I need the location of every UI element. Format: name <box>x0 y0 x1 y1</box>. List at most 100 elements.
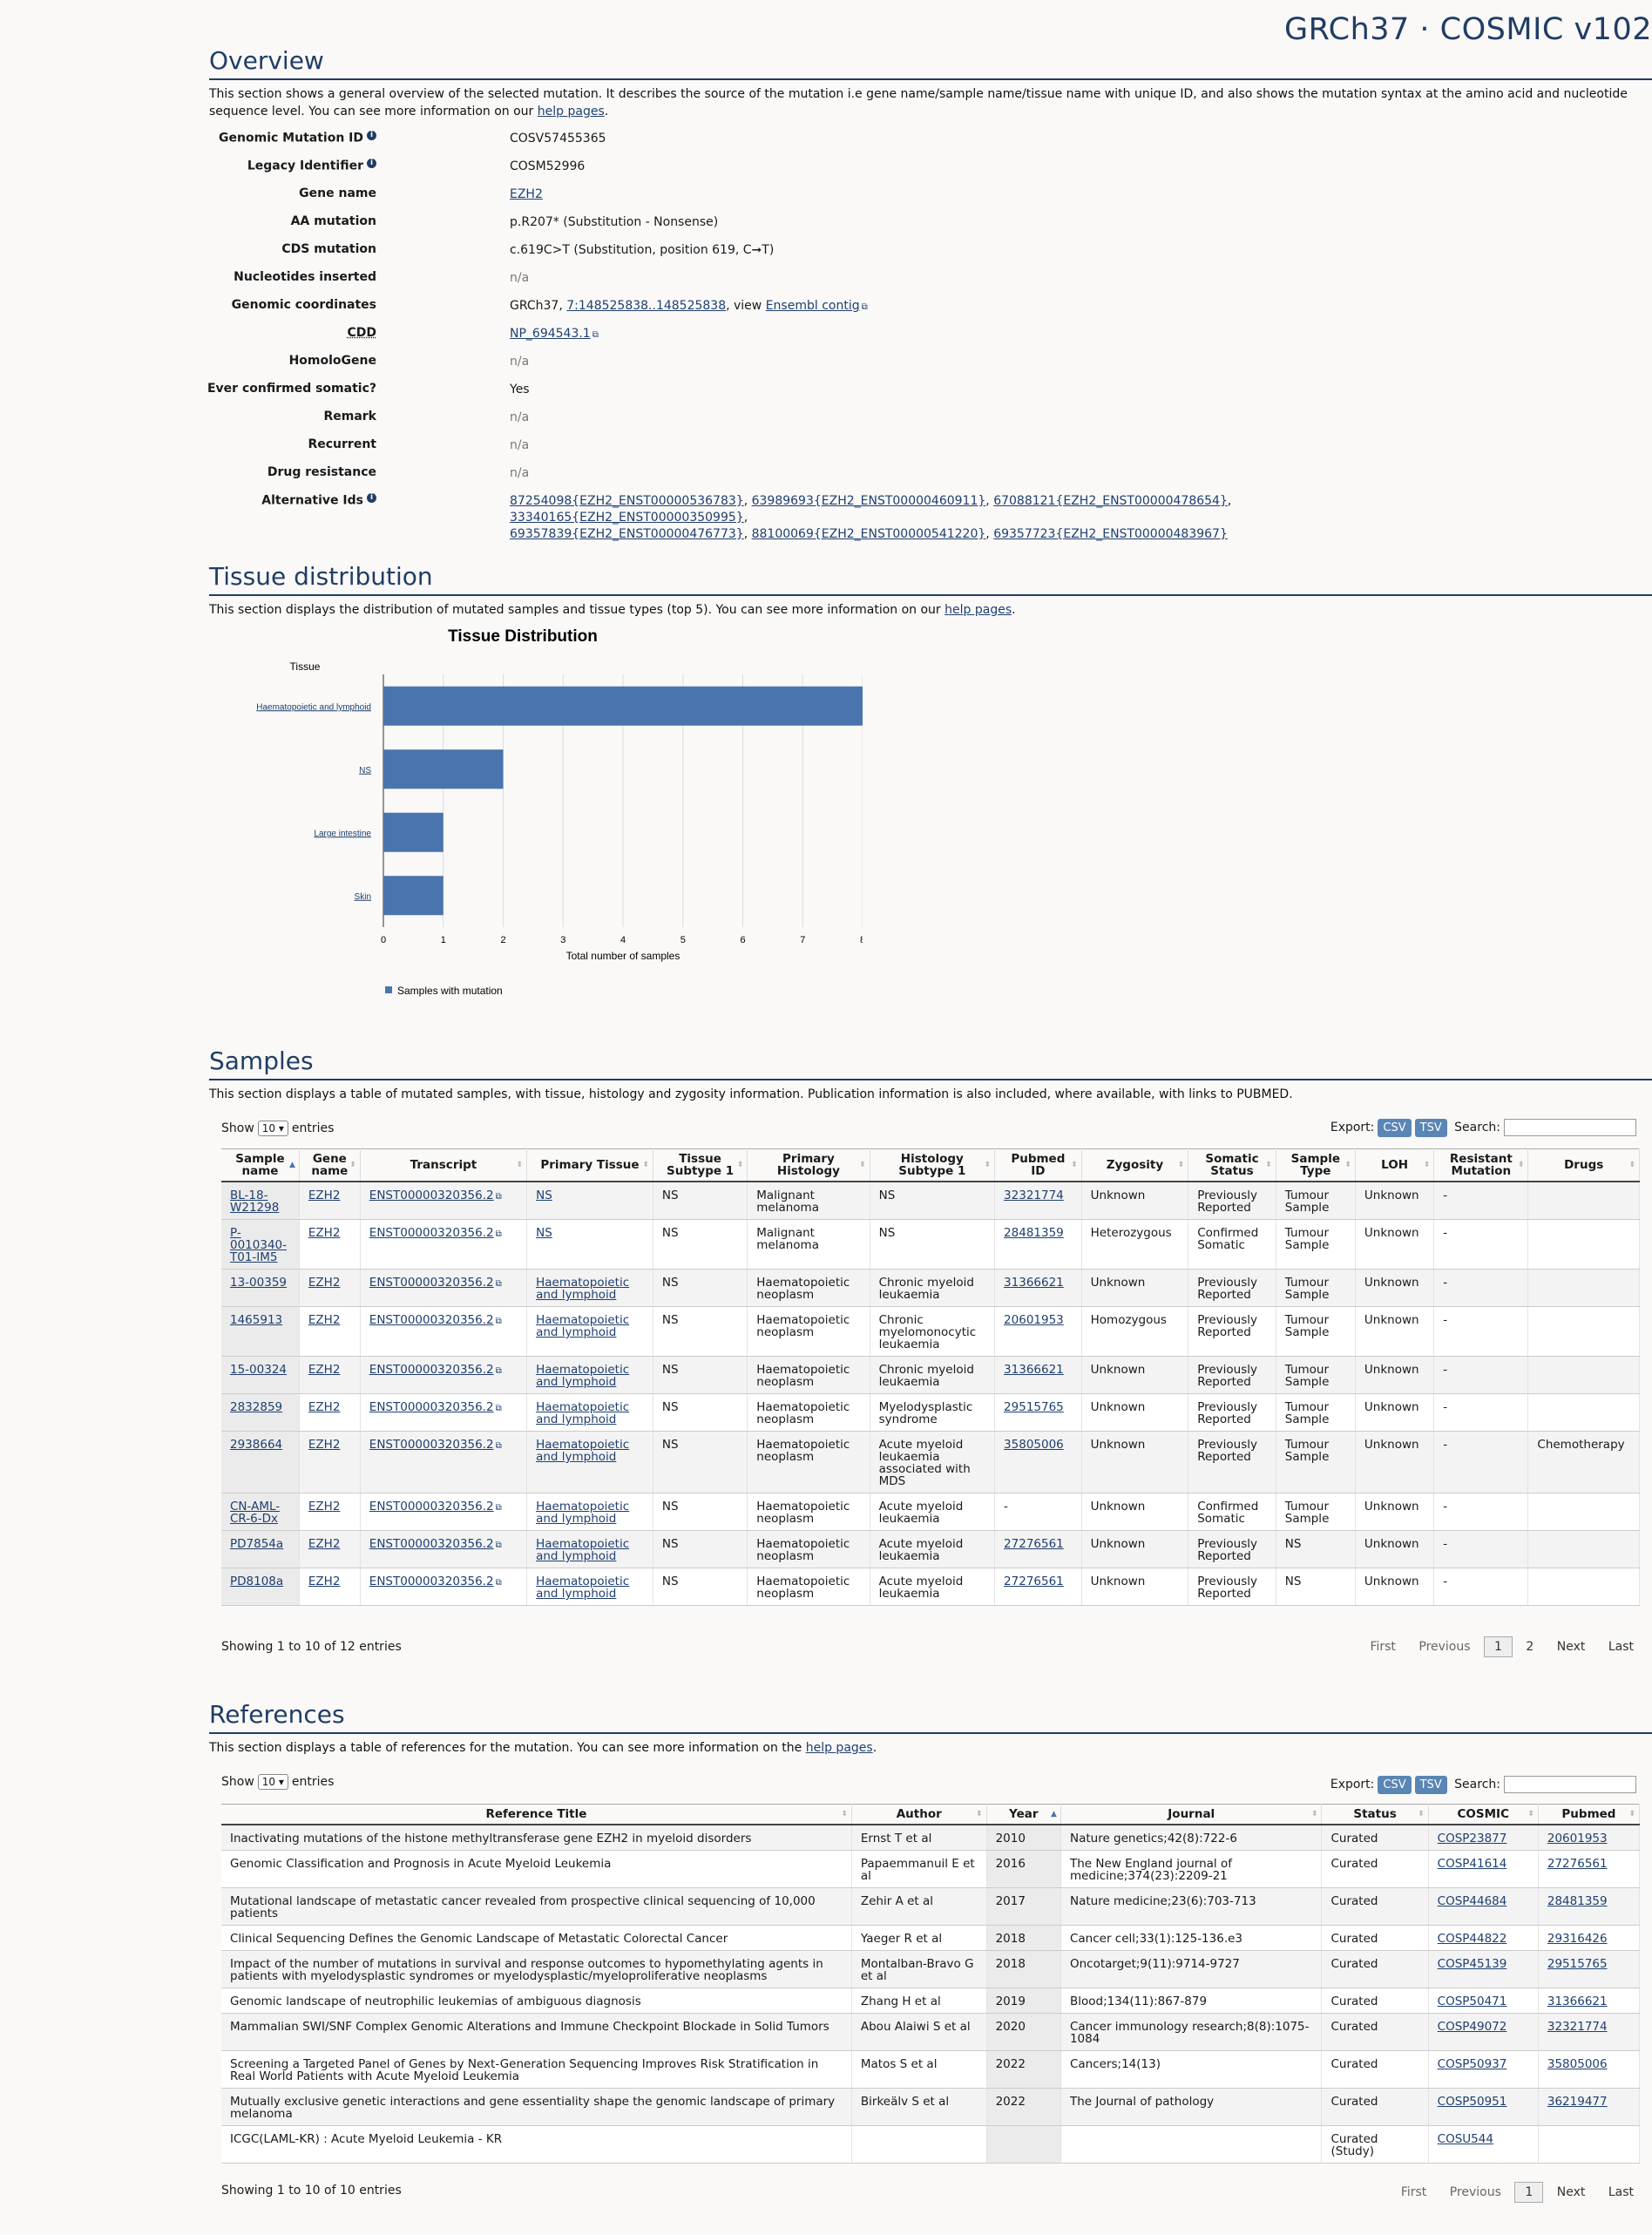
cell-link[interactable]: 31366621 <box>1004 1363 1064 1377</box>
cell-link[interactable]: ENST00000320356.2 <box>369 1537 494 1551</box>
pager-previous[interactable]: Previous <box>1449 2185 1501 2199</box>
samples-tsv-button[interactable]: TSV <box>1414 1119 1447 1137</box>
pager-next[interactable]: Next <box>1556 2185 1586 2199</box>
chart-category-label[interactable]: Skin <box>355 892 371 902</box>
column-header[interactable]: Status ⬍ <box>1321 1804 1429 1825</box>
column-header[interactable]: Reference Title ⬍ <box>221 1804 852 1825</box>
cell-link[interactable]: 28481359 <box>1004 1226 1064 1240</box>
cell-link[interactable]: EZH2 <box>308 1226 341 1240</box>
cell-link[interactable]: COSP44684 <box>1437 1894 1507 1908</box>
column-header[interactable]: Sample name ▲ <box>221 1148 300 1182</box>
column-header[interactable]: Zygosity ⬍ <box>1081 1148 1189 1182</box>
cell-link[interactable]: 29316426 <box>1547 1932 1608 1946</box>
cell-link[interactable]: 31366621 <box>1004 1276 1064 1290</box>
cell-link[interactable]: BL-18-W21298 <box>230 1189 280 1215</box>
info-icon[interactable]: i <box>367 159 376 168</box>
samples-search-input[interactable] <box>1504 1119 1636 1136</box>
alternative-id-link[interactable]: 69357839{EZH2_ENST00000476773} <box>510 527 744 541</box>
column-header[interactable]: Primary Tissue ⬍ <box>526 1148 653 1182</box>
column-header[interactable]: Sample Type ⬍ <box>1276 1148 1356 1182</box>
alternative-id-link[interactable]: 63989693{EZH2_ENST00000460911} <box>751 494 986 508</box>
references-help-link[interactable]: help pages <box>805 1741 873 1755</box>
cell-link[interactable]: ENST00000320356.2 <box>369 1500 494 1514</box>
references-search-input[interactable] <box>1504 1776 1636 1793</box>
cell-link[interactable]: 1465913 <box>230 1313 283 1327</box>
pager-last[interactable]: Last <box>1608 2185 1634 2199</box>
cell-link[interactable]: COSP50937 <box>1437 2057 1507 2071</box>
cell-link[interactable]: Haematopoietic and lymphoid <box>536 1363 630 1389</box>
cell-link[interactable]: PD7854a <box>230 1537 284 1551</box>
cell-link[interactable]: EZH2 <box>308 1438 341 1452</box>
pager-last[interactable]: Last <box>1608 1640 1634 1654</box>
column-header[interactable]: Drugs ⬍ <box>1527 1148 1640 1182</box>
cell-link[interactable]: COSP50471 <box>1437 1995 1507 2008</box>
cell-link[interactable]: Haematopoietic and lymphoid <box>536 1537 630 1563</box>
cell-link[interactable]: ENST00000320356.2 <box>369 1226 494 1240</box>
cell-link[interactable]: ENST00000320356.2 <box>369 1400 494 1414</box>
cell-link[interactable]: 29515765 <box>1004 1400 1064 1414</box>
chart-category-label[interactable]: Large intestine <box>314 829 371 838</box>
cell-link[interactable]: ENST00000320356.2 <box>369 1575 494 1588</box>
cell-link[interactable]: EZH2 <box>308 1400 341 1414</box>
references-length-select[interactable]: 10 ▾ <box>257 1774 288 1790</box>
cell-link[interactable]: COSP45139 <box>1437 1957 1507 1971</box>
cell-link[interactable]: EZH2 <box>308 1500 341 1514</box>
pager-first[interactable]: First <box>1400 2185 1427 2199</box>
cell-link[interactable]: EZH2 <box>308 1537 341 1551</box>
overview-help-link[interactable]: help pages <box>537 105 605 119</box>
cell-link[interactable]: 36219477 <box>1547 2095 1608 2109</box>
cell-link[interactable]: COSP50951 <box>1437 2095 1507 2109</box>
cell-link[interactable]: 35805006 <box>1004 1438 1064 1452</box>
ensembl-contig-link[interactable]: Ensembl contig <box>765 299 860 313</box>
cell-link[interactable]: Haematopoietic and lymphoid <box>536 1400 630 1426</box>
cell-link[interactable]: COSU544 <box>1437 2132 1493 2146</box>
cell-link[interactable]: COSP44822 <box>1437 1932 1507 1946</box>
cell-link[interactable]: 31366621 <box>1547 1995 1608 2008</box>
samples-length-select[interactable]: 10 ▾ <box>257 1121 288 1136</box>
cell-link[interactable]: COSP49072 <box>1437 2020 1507 2034</box>
cell-link[interactable]: 27276561 <box>1004 1575 1064 1588</box>
cell-link[interactable]: 20601953 <box>1547 1832 1608 1846</box>
column-header[interactable]: Primary Histology ⬍ <box>747 1148 870 1182</box>
cell-link[interactable]: Haematopoietic and lymphoid <box>536 1500 630 1526</box>
column-header[interactable]: Pubmed ⬍ <box>1538 1804 1641 1825</box>
column-header[interactable]: Year ▲ <box>986 1804 1061 1825</box>
info-icon[interactable]: i <box>367 131 376 140</box>
pager-page-2[interactable]: 2 <box>1526 1640 1534 1654</box>
cell-link[interactable]: 2832859 <box>230 1400 283 1414</box>
cell-link[interactable]: Haematopoietic and lymphoid <box>536 1276 630 1302</box>
chart-category-label[interactable]: NS <box>359 766 371 775</box>
column-header[interactable]: Pubmed ID ⬍ <box>994 1148 1082 1182</box>
cell-link[interactable]: Haematopoietic and lymphoid <box>536 1438 630 1464</box>
pager-next[interactable]: Next <box>1556 1640 1586 1654</box>
pager-first[interactable]: First <box>1370 1640 1396 1654</box>
cell-link[interactable]: 32321774 <box>1547 2020 1608 2034</box>
cell-link[interactable]: P-0010340-T01-IM5 <box>230 1226 287 1264</box>
column-header[interactable]: Somatic Status ⬍ <box>1188 1148 1276 1182</box>
references-csv-button[interactable]: CSV <box>1378 1776 1412 1794</box>
info-icon[interactable]: i <box>367 493 376 503</box>
cell-link[interactable]: EZH2 <box>308 1189 341 1202</box>
cell-link[interactable]: ENST00000320356.2 <box>369 1189 494 1202</box>
cell-link[interactable]: ENST00000320356.2 <box>369 1438 494 1452</box>
cell-link[interactable]: 27276561 <box>1004 1537 1064 1551</box>
column-header[interactable]: Journal ⬍ <box>1060 1804 1323 1825</box>
column-header[interactable]: Histology Subtype 1 ⬍ <box>870 1148 996 1182</box>
cell-link[interactable]: ENST00000320356.2 <box>369 1363 494 1377</box>
coordinates-link[interactable]: 7:148525838..148525838 <box>566 299 727 313</box>
cell-link[interactable]: 35805006 <box>1547 2057 1608 2071</box>
pager-page-1[interactable]: 1 <box>1484 1636 1513 1657</box>
samples-csv-button[interactable]: CSV <box>1378 1119 1412 1137</box>
column-header[interactable]: LOH ⬍ <box>1355 1148 1435 1182</box>
cell-link[interactable]: NS <box>536 1189 552 1202</box>
cell-link[interactable]: PD8108a <box>230 1575 284 1588</box>
cell-link[interactable]: 13-00359 <box>230 1276 287 1290</box>
cell-link[interactable]: 29515765 <box>1547 1957 1608 1971</box>
gene-link[interactable]: EZH2 <box>510 187 543 201</box>
cell-link[interactable]: COSP23877 <box>1437 1832 1507 1846</box>
alternative-id-link[interactable]: 87254098{EZH2_ENST00000536783} <box>510 494 744 508</box>
pager-previous[interactable]: Previous <box>1418 1640 1471 1654</box>
column-header[interactable]: COSMIC ⬍ <box>1428 1804 1539 1825</box>
cell-link[interactable]: Haematopoietic and lymphoid <box>536 1575 630 1601</box>
cell-link[interactable]: EZH2 <box>308 1575 341 1588</box>
